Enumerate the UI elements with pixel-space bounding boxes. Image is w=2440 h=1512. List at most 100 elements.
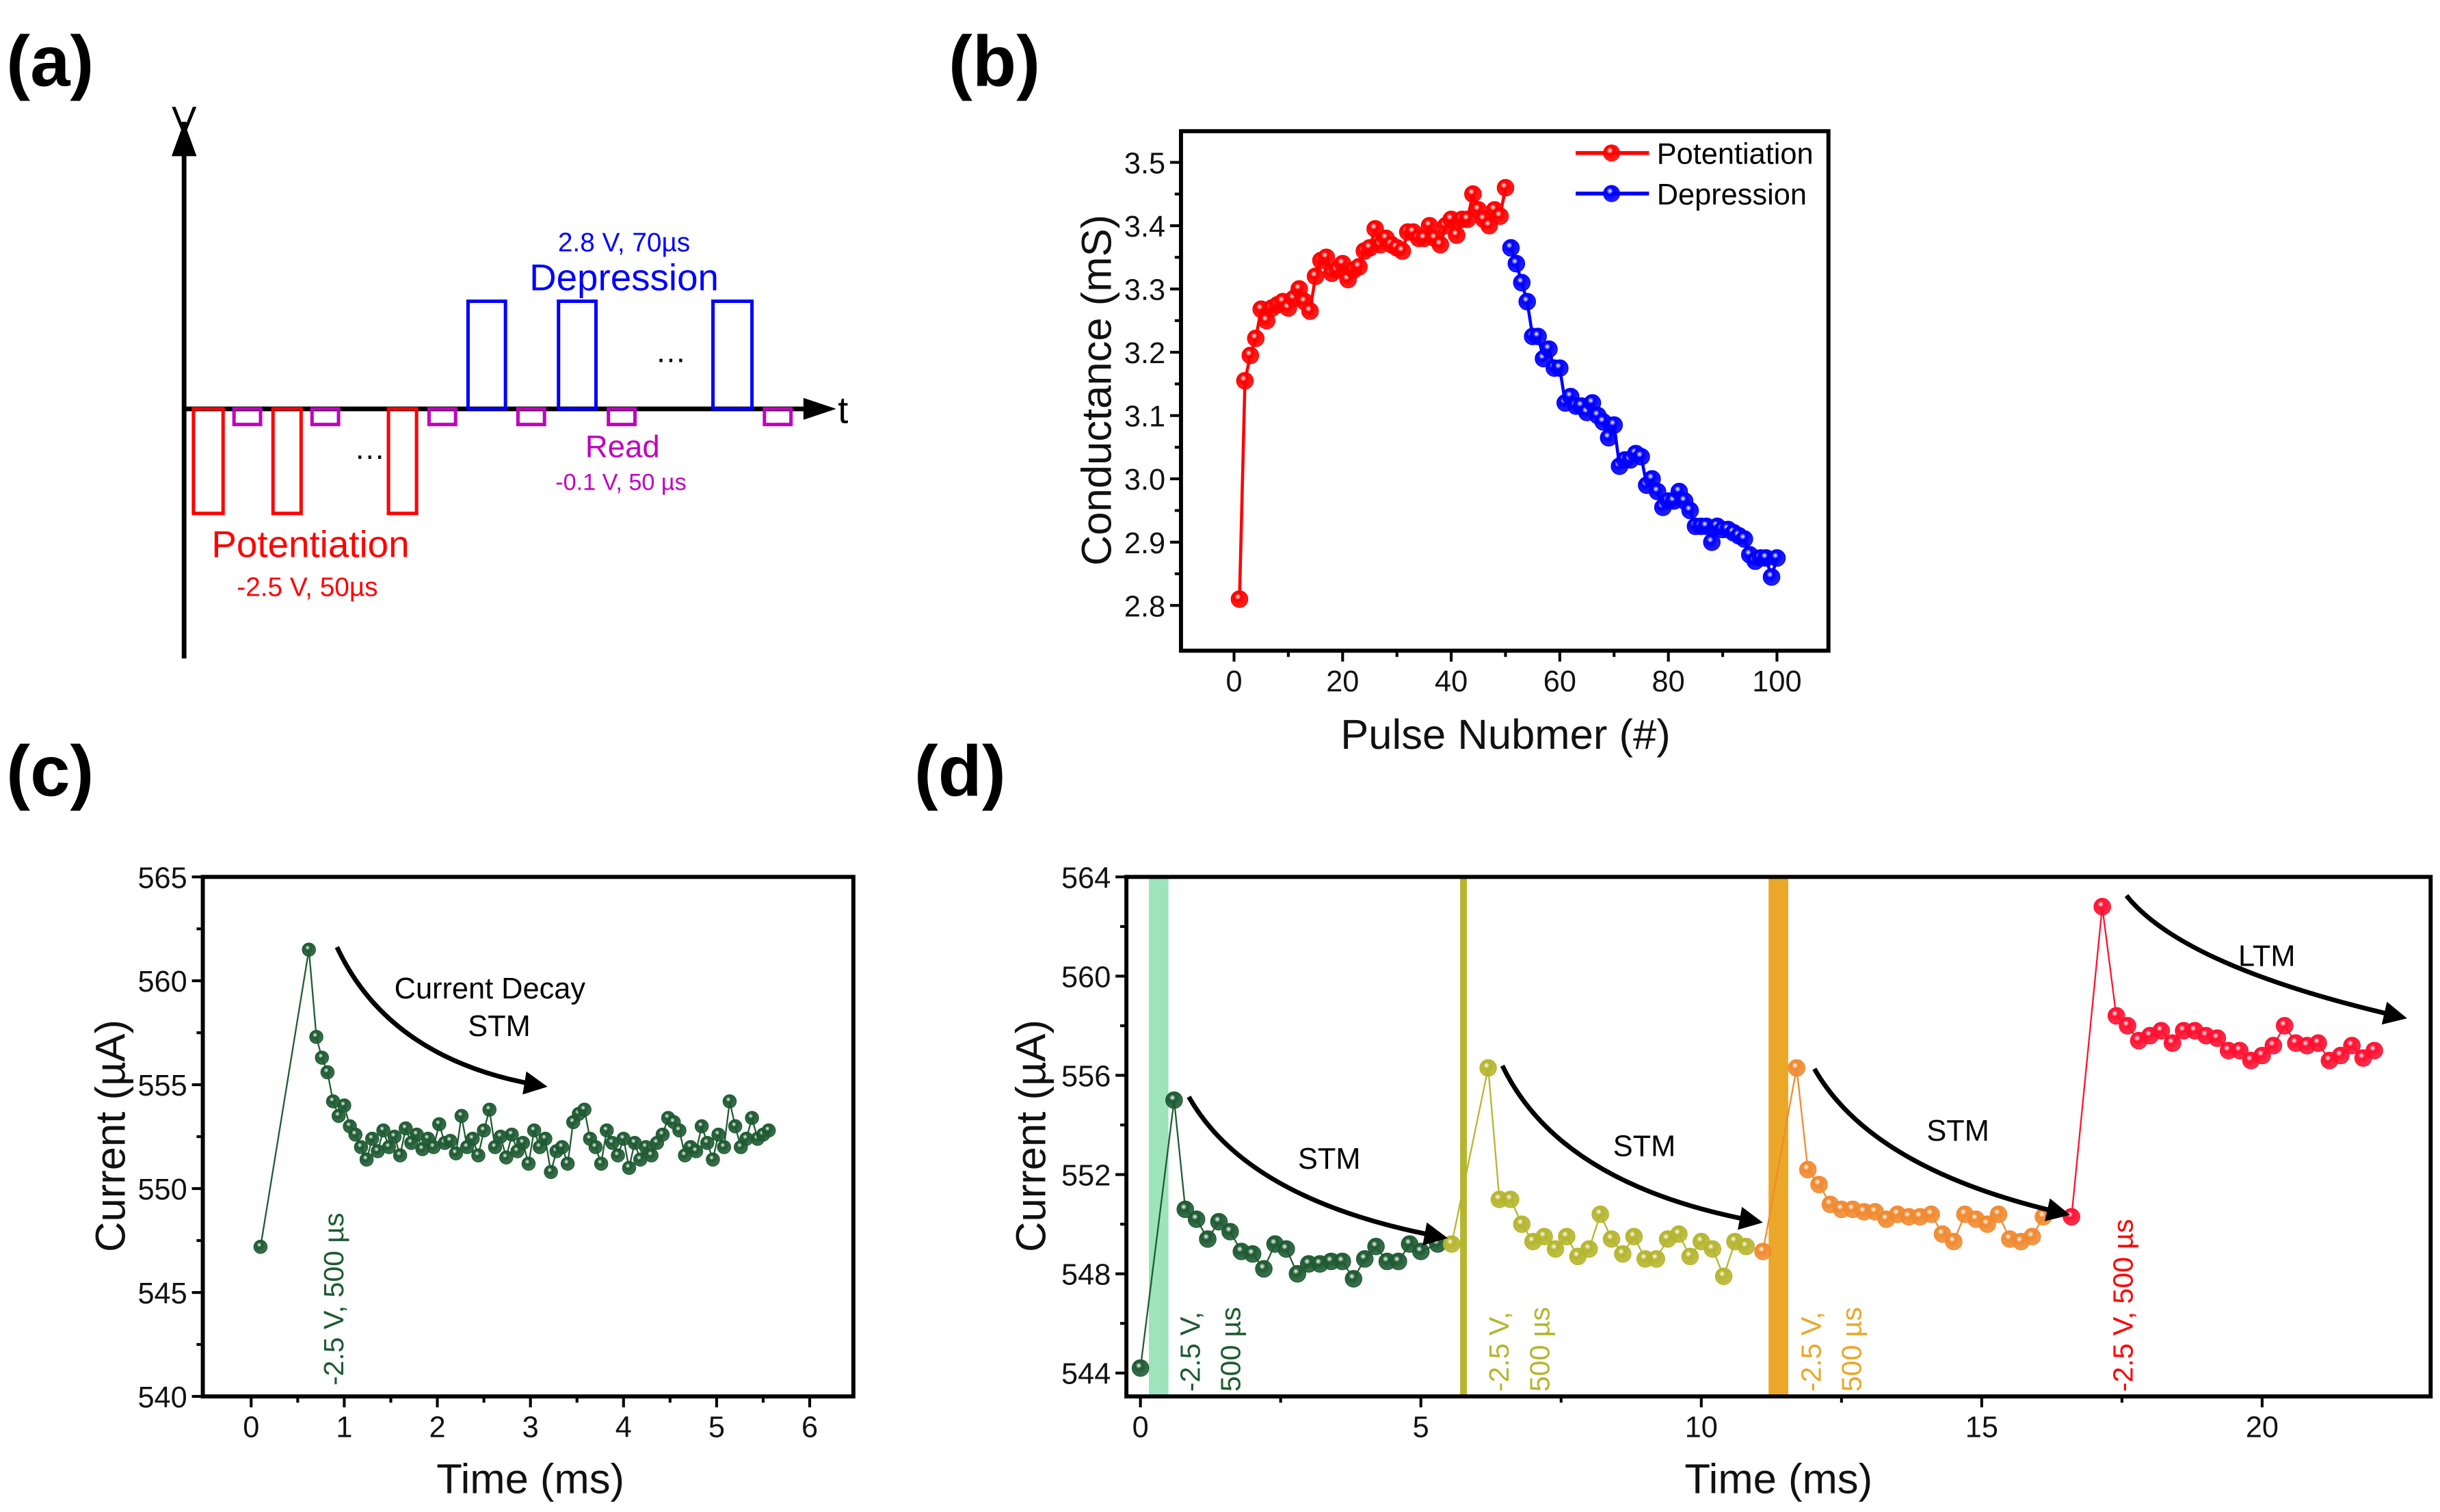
data-point (1518, 293, 1537, 310)
y-tick-label: 555 (137, 1070, 187, 1102)
x-tick-label: 0 (1132, 1411, 1149, 1444)
data-point (1513, 1215, 1531, 1233)
data-point (2163, 1034, 2182, 1052)
data-point (717, 1140, 732, 1154)
data-point (722, 1094, 737, 1109)
panel-label-b: (b) (949, 22, 1040, 102)
data-point (1513, 274, 1531, 292)
data-point (1288, 1264, 1307, 1283)
y-tick-label: 3.2 (1124, 337, 1165, 370)
depression-label: Depression (529, 256, 719, 299)
data-point (1131, 1359, 1150, 1377)
data-point (1247, 329, 1265, 347)
y-tick-label: 2.8 (1124, 590, 1165, 623)
data-point (1221, 1223, 1239, 1241)
x-tick-label: 40 (1435, 665, 1468, 698)
data-point (1255, 1260, 1273, 1278)
y-axis-label: Conductance (mS) (1073, 215, 1120, 566)
ltm-arrow-icon (2124, 894, 2407, 1025)
x-tick-label: 0 (243, 1411, 259, 1444)
potentiation-pulse (191, 407, 225, 516)
x-tick-label: 10 (1685, 1411, 1718, 1444)
data-point (348, 1127, 363, 1142)
legend: Potentiation Depression (1576, 138, 1814, 211)
data-point (354, 1140, 369, 1154)
x-tick-label: 100 (1752, 665, 1801, 698)
data-point (2023, 1228, 2041, 1246)
data-point (2253, 1046, 2271, 1065)
data-point (1317, 248, 1336, 267)
data-point (1496, 178, 1515, 197)
data-point (1393, 242, 1411, 260)
data-point (1737, 1237, 1755, 1256)
data-point (398, 1121, 413, 1136)
x-axis-label: Pulse Nubmer (#) (1340, 711, 1671, 758)
y-tick-label: 2.9 (1124, 527, 1165, 560)
data-point (711, 1127, 726, 1142)
data-point (320, 1065, 335, 1080)
x-tick-label: 4 (615, 1411, 632, 1444)
data-point (471, 1148, 486, 1163)
data-point (1355, 1250, 1374, 1268)
y-axis-label: Current (µA) (1007, 1020, 1055, 1252)
data-point (1243, 1245, 1262, 1263)
data-point (1344, 1270, 1363, 1288)
voltage-axis-label: V (172, 98, 197, 141)
x-tick-label: 6 (801, 1411, 818, 1444)
data-point (644, 1148, 659, 1163)
y-axis-label: Current (µA) (88, 1020, 135, 1252)
data-point (555, 1140, 570, 1154)
y-tick-label: 3.1 (1124, 401, 1165, 434)
y-tick-label: 565 (137, 862, 187, 894)
data-point (1602, 1230, 1621, 1248)
y-tick-label: 3.3 (1124, 274, 1165, 307)
data-point (538, 1131, 553, 1146)
data-point (1580, 1240, 1598, 1258)
x-tick-label: 80 (1652, 665, 1685, 698)
pulse-label-2-line2: 500 µs (1524, 1307, 1555, 1392)
data-point (2208, 1029, 2227, 1047)
potentiation-params: -2.5 V, 50µs (237, 573, 377, 602)
stm-label: STM (468, 1010, 530, 1043)
data-point (465, 1131, 480, 1146)
data-point (1788, 1059, 1805, 1077)
data-point (1591, 1205, 1609, 1223)
data-point (253, 1239, 268, 1254)
stm-label-2: STM (1613, 1130, 1675, 1163)
data-point (655, 1127, 670, 1142)
potentiation-pulses (191, 407, 419, 516)
legend-label-potentiation: Potentiation (1657, 138, 1814, 171)
data-point (449, 1146, 464, 1160)
voltage-axis-arrow-icon (171, 122, 197, 157)
data-point (443, 1133, 458, 1148)
data-point (728, 1119, 743, 1134)
data-point (309, 1030, 323, 1044)
stm-label-3: STM (1926, 1115, 1989, 1148)
data-point (1922, 1205, 1940, 1223)
panel-label-c: (c) (6, 732, 94, 812)
data-point (2107, 1007, 2125, 1025)
data-point (1529, 328, 1547, 345)
legend-label-depression: Depression (1657, 178, 1807, 211)
data-point (594, 1156, 609, 1171)
data-point (1625, 1228, 1643, 1246)
pulse-label-2-line1: -2.5 V, (1483, 1312, 1515, 1392)
data-point (1945, 1232, 1963, 1251)
data-point (1535, 1228, 1553, 1246)
pulse-label-1-line2: 500 µs (1215, 1307, 1247, 1392)
depression-pulse (711, 299, 754, 411)
data-point (2093, 898, 2111, 916)
stm-label-1: STM (1298, 1143, 1360, 1176)
depression-pulses (466, 299, 754, 411)
data-point (1551, 359, 1569, 377)
data-point (1479, 1059, 1497, 1077)
data-point (1230, 590, 1249, 608)
data-point (1301, 302, 1319, 320)
data-point (454, 1109, 469, 1124)
y-tick-label: 548 (1061, 1259, 1111, 1292)
y-tick-label: 564 (1061, 862, 1111, 894)
data-point (1502, 239, 1520, 257)
data-point (1334, 1252, 1351, 1271)
data-point (2309, 1034, 2327, 1052)
